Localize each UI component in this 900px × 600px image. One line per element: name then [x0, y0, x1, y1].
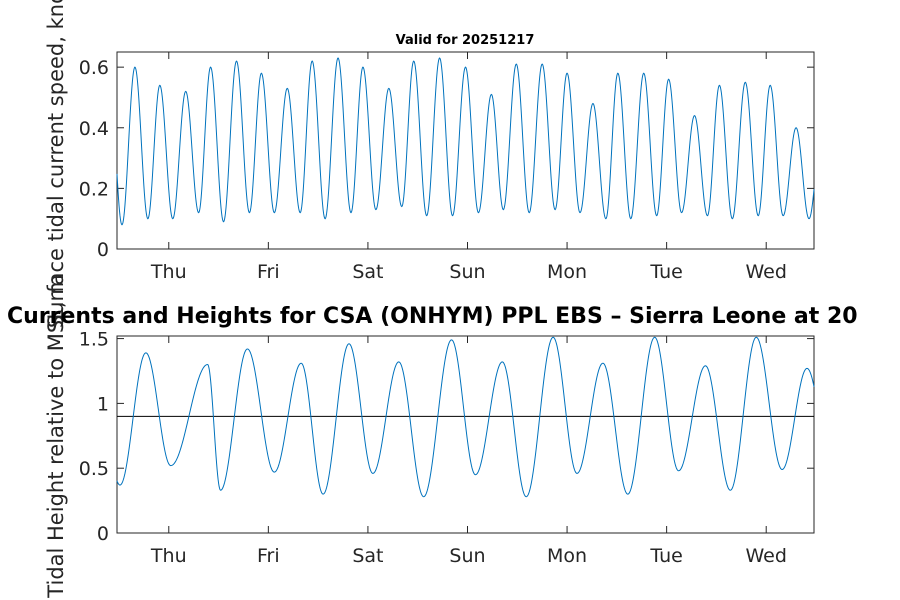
current-speed-ytick-label: 0.6 [79, 57, 109, 79]
current-speed-yticks: 0 0.2 0.4 0.6 [79, 57, 814, 261]
current-speed-xtick-label: Sat [352, 261, 383, 283]
current-speed-line [116, 57, 815, 226]
tidal-height-xtick-label: Sat [352, 545, 383, 567]
tidal-height-xtick-label: Mon [547, 545, 587, 567]
current-speed-title: Valid for 20251217 [396, 33, 535, 48]
tidal-height-xtick-label: Thu [150, 545, 187, 567]
tidal-height-xtick-label: Wed [745, 545, 786, 567]
tidal-height-plot: 0 0.5 1 1.5 Thu Fri Sat Sun Mon Tue Wed Tidal Hei… [44, 274, 815, 599]
tidal-height-line [116, 336, 815, 498]
tidal-height-xticks: Thu Fri Sat Sun Mon Tue Wed [150, 336, 787, 567]
current-speed-xtick-label: Wed [745, 261, 786, 283]
tidal-height-ytick-label: 1 [97, 393, 109, 415]
current-speed-xtick-label: Tue [649, 261, 682, 283]
tidal-height-xtick-label: Tue [649, 545, 682, 567]
tidal-height-axes [116, 335, 815, 534]
current-speed-ytick-label: 0.4 [79, 118, 109, 140]
tidal-height-ylabel: Tidal Height relative to MSL, m [44, 274, 68, 598]
current-speed-xtick-label: Fri [257, 261, 280, 283]
current-speed-xtick-label: Mon [547, 261, 587, 283]
tidal-height-ytick-label: 1.5 [79, 329, 109, 351]
tidal-height-ytick-label: 0 [97, 523, 109, 545]
current-speed-xtick-label: Sun [449, 261, 485, 283]
current-speed-ytick-label: 0.2 [79, 178, 109, 200]
figure-title: Currents and Heights for CSA (ONHYM) PPL… [7, 304, 858, 329]
current-speed-axes [116, 51, 815, 250]
current-speed-plot: 0 0.2 0.4 0.6 Thu Fri Sat Sun Mon Tue Wed Valid f… [44, 0, 815, 328]
current-speed-ylabel: Surface tidal current speed, knots [44, 0, 68, 328]
current-speed-xticks: Thu Fri Sat Sun Mon Tue Wed [150, 52, 787, 283]
current-speed-ytick-label: 0 [97, 239, 109, 261]
tidal-height-yticks: 0 0.5 1 1.5 [79, 329, 814, 545]
tidal-height-xtick-label: Fri [257, 545, 280, 567]
tidal-height-xtick-label: Sun [449, 545, 485, 567]
tidal-height-ytick-label: 0.5 [79, 458, 109, 480]
current-speed-xtick-label: Thu [150, 261, 187, 283]
